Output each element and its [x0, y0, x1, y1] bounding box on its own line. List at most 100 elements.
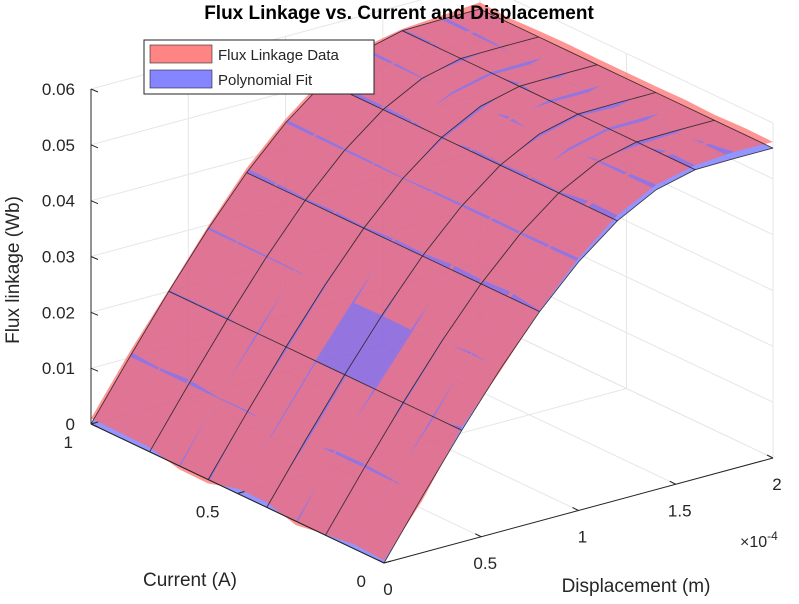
data-face-0-9 [704, 127, 773, 152]
data-face-9-2 [168, 226, 237, 304]
legend-swatch-fit [149, 69, 213, 89]
data-face-8-5 [314, 91, 383, 149]
data-face-3-5 [461, 163, 530, 217]
data-face-8-6 [353, 61, 422, 106]
x-axis-exponent: ×10-4 [740, 529, 778, 551]
data-face-2-5 [490, 175, 559, 232]
x-tick-label-3: 1.5 [668, 501, 692, 520]
data-face-2-9 [646, 99, 715, 134]
z-tick-mark-2 [90, 311, 99, 316]
data-face-1-6 [558, 159, 627, 201]
mesh-line-current-2 [325, 119, 715, 536]
data-face-1-1 [364, 405, 433, 480]
data-face-7-9 [499, 30, 568, 65]
mesh-line-current-4 [266, 92, 656, 508]
data-face-4-3 [354, 238, 423, 317]
data-face-5-2 [286, 287, 355, 364]
mesh-line-displacement-4 [246, 172, 540, 313]
data-face-3-0 [266, 443, 335, 526]
data-face-6-4 [334, 162, 403, 227]
data-face-1-7 [597, 145, 666, 173]
data-face-3-3 [383, 252, 452, 331]
data-face-8-3 [237, 182, 306, 256]
z-tick-label-6: 0.06 [42, 80, 75, 99]
data-face-8-9 [470, 18, 539, 46]
data-face-2-1 [335, 392, 404, 464]
z-tick-mark-6 [90, 88, 99, 93]
data-face-7-7 [421, 61, 491, 95]
data-face-0-0 [354, 480, 423, 561]
data-face-2-6 [529, 150, 598, 192]
z-tick-mark-1 [90, 367, 99, 372]
z-tick-mark-3 [90, 256, 99, 260]
data-face-4-5 [432, 148, 501, 204]
data-face-6-6 [412, 94, 481, 140]
z-tick-mark-4 [90, 200, 99, 205]
mesh-line-displacement-2 [168, 290, 462, 431]
data-face-3-6 [500, 136, 569, 176]
data-face-6-3 [295, 211, 364, 288]
z-tick-mark-5 [90, 144, 99, 149]
x-tick-label-4: 2 [772, 475, 781, 494]
z-axis-label: Flux linkage (Wb) [3, 196, 24, 344]
mesh-line-current-10 [90, 8, 481, 425]
x-axis-label: Displacement (m) [562, 576, 711, 597]
data-face-7-6 [383, 77, 452, 121]
data-face-0-5 [549, 200, 618, 259]
x-axis-exponent-power: -4 [767, 529, 778, 543]
data-face-3-9 [616, 86, 686, 121]
legend-label-data: Flux Linkage Data [218, 47, 340, 64]
z-tick-label-3: 0.03 [42, 248, 75, 267]
mesh-line-current-8 [149, 36, 539, 453]
data-face-9-7 [363, 29, 432, 62]
data-face-9-4 [246, 119, 315, 183]
data-face-8-7 [392, 42, 461, 78]
x-tick-label-0: 0 [383, 580, 392, 599]
data-face-2-3 [412, 264, 481, 342]
legend-swatch-data [149, 44, 213, 64]
mesh-line-current-6 [207, 64, 598, 480]
data-face-6-7 [451, 75, 520, 110]
data-face-5-6 [441, 109, 510, 148]
data-face-0-4 [510, 244, 579, 311]
z-tick-label-4: 0.04 [42, 192, 75, 211]
data-face-6-2 [256, 270, 325, 351]
data-face-8-4 [275, 133, 345, 199]
data-face-6-9 [529, 44, 598, 78]
x-tick-mark-2 [572, 507, 579, 511]
y-tick-label-0: 0 [357, 572, 366, 591]
data-face-9-3 [207, 168, 276, 242]
chart-title: Flux Linkage vs. Current and Displacemen… [204, 3, 594, 24]
data-face-7-3 [266, 198, 335, 270]
axis-labels: Flux Linkage vs. Current and Displacemen… [3, 3, 778, 597]
data-face-2-4 [451, 217, 520, 280]
data-face-1-8 [636, 133, 705, 151]
y-tick-label-2: 1 [64, 433, 73, 452]
data-face-1-5 [519, 191, 589, 245]
data-face-4-6 [470, 116, 540, 163]
x-tick-mark-4 [766, 454, 774, 459]
x-axis-exponent-base: ×10 [740, 534, 767, 551]
data-face-0-1 [393, 419, 462, 500]
data-face-7-2 [227, 255, 296, 337]
data-face-8-1 [159, 303, 228, 380]
data-face-6-1 [217, 336, 286, 411]
y-tick-mark-2 [90, 421, 99, 425]
data-face-7-5 [344, 105, 413, 163]
z-tick-label-0: 0 [66, 415, 75, 434]
fit-face-3-2 [344, 312, 413, 389]
y-tick-label-1: 0.5 [196, 503, 220, 522]
data-face-7-1 [188, 316, 257, 398]
data-face-5-4 [363, 177, 432, 239]
data-face-5-3 [324, 226, 394, 303]
data-face-5-1 [247, 350, 316, 429]
data-face-6-5 [373, 120, 442, 178]
data-face-3-1 [305, 378, 374, 451]
data-face-4-9 [587, 72, 656, 107]
fit-face-4-2 [315, 299, 384, 375]
legend-label-fit: Polynomial Fit [218, 72, 313, 89]
data-face-3-4 [422, 203, 491, 265]
data-face-9-1 [129, 289, 199, 368]
mesh-line-displacement-8 [402, 30, 696, 171]
